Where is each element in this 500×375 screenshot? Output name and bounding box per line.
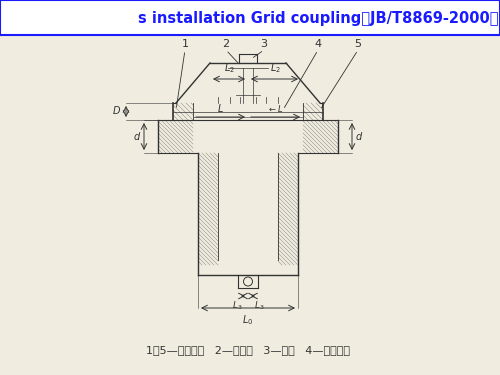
Text: $L$: $L$ bbox=[217, 102, 224, 114]
Text: 3: 3 bbox=[260, 39, 268, 49]
Text: $L_0$: $L_0$ bbox=[242, 313, 254, 327]
Text: $L_3$: $L_3$ bbox=[254, 300, 264, 312]
Text: $L_2$: $L_2$ bbox=[224, 61, 234, 75]
Bar bbox=[0, 0, 500, 35]
Text: $\leftarrow L$: $\leftarrow L$ bbox=[268, 103, 283, 114]
Text: d: d bbox=[356, 132, 362, 141]
Text: $L_3$: $L_3$ bbox=[232, 300, 242, 312]
Text: 2: 2 bbox=[222, 39, 230, 49]
Text: D: D bbox=[112, 106, 120, 117]
Text: s installation Grid coupling（JB/T8869-2000）: s installation Grid coupling（JB/T8869-20… bbox=[138, 10, 498, 26]
Text: 4: 4 bbox=[314, 39, 322, 49]
Text: $L_2$: $L_2$ bbox=[270, 61, 280, 75]
Text: d: d bbox=[134, 132, 140, 141]
Text: 1、5—半联轴器   2—润滑孔   3—罩壳   4—蛇形弹簧: 1、5—半联轴器 2—润滑孔 3—罩壳 4—蛇形弹簧 bbox=[146, 345, 350, 355]
Text: 1: 1 bbox=[182, 39, 188, 49]
Text: 5: 5 bbox=[354, 39, 362, 49]
